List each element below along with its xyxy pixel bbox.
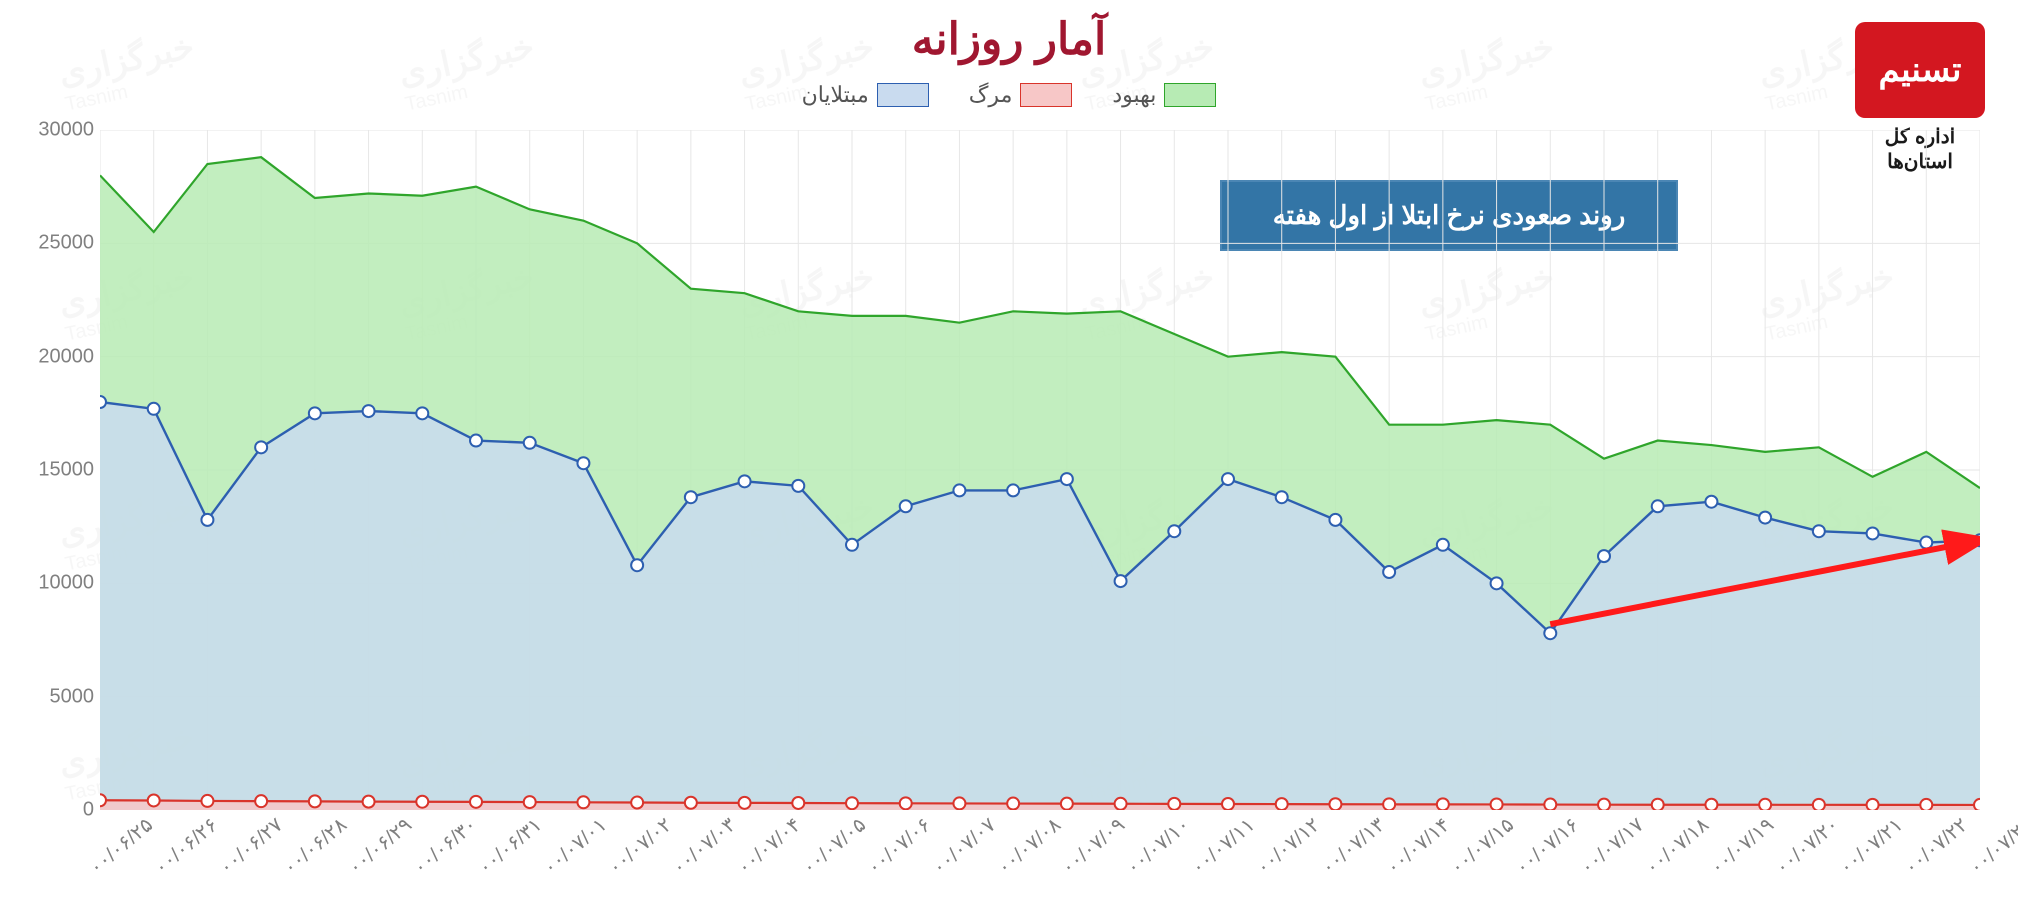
- x-tick-label: ۰۰/۰۷/۱۸: [1640, 812, 1714, 880]
- legend-label: بهبود: [1112, 82, 1156, 108]
- y-tick-label: 20000: [30, 345, 94, 368]
- x-tick-label: ۰۰/۰۷/۰۴: [732, 812, 806, 880]
- y-tick-label: 10000: [30, 572, 94, 595]
- x-tick-label: ۰۰/۰۶/۳۱: [473, 812, 547, 880]
- legend-item: مرگ: [969, 82, 1073, 108]
- y-tick-label: 25000: [30, 232, 94, 255]
- x-tick-label: ۰۰/۰۷/۱۹: [1705, 812, 1779, 880]
- legend-item: مبتلایان: [802, 82, 929, 108]
- x-tick-label: ۰۰/۰۷/۱۵: [1445, 812, 1519, 880]
- legend-swatch: [877, 83, 929, 107]
- x-tick-label: ۰۰/۰۷/۲۲: [1899, 812, 1973, 880]
- x-tick-label: ۰۰/۰۶/۳۰: [408, 812, 482, 880]
- x-tick-label: ۰۰/۰۷/۲۱: [1834, 812, 1908, 880]
- x-tick-label: ۰۰/۰۷/۰۷: [927, 812, 1001, 880]
- x-tick-label: ۰۰/۰۷/۱۷: [1575, 812, 1649, 880]
- x-tick-label: ۰۰/۰۷/۰۹: [1056, 812, 1130, 880]
- y-tick-label: 15000: [30, 459, 94, 482]
- chart-area: 050001000015000200002500030000: [30, 130, 1980, 810]
- chart-title: آمار روزانه: [0, 14, 2018, 65]
- x-tick-label: ۰۰/۰۷/۰۸: [992, 812, 1066, 880]
- x-axis: ۰۰/۰۶/۲۵۰۰/۰۶/۲۶۰۰/۰۶/۲۷۰۰/۰۶/۲۸۰۰/۰۶/۲۹…: [100, 820, 1980, 880]
- x-tick-label: ۰۰/۰۷/۰۱: [538, 812, 612, 880]
- x-tick-label: ۰۰/۰۷/۲۳: [1964, 812, 2018, 880]
- x-tick-label: ۰۰/۰۷/۰۵: [797, 812, 871, 880]
- y-tick-label: 5000: [30, 685, 94, 708]
- x-tick-label: ۰۰/۰۶/۲۷: [214, 812, 288, 880]
- x-tick-label: ۰۰/۰۶/۲۸: [278, 812, 352, 880]
- y-tick-label: 0: [30, 799, 94, 822]
- x-tick-label: ۰۰/۰۷/۲۰: [1769, 812, 1843, 880]
- x-tick-label: ۰۰/۰۷/۰۲: [603, 812, 677, 880]
- legend-label: مبتلایان: [802, 82, 869, 108]
- legend-label: مرگ: [969, 82, 1013, 108]
- x-tick-label: ۰۰/۰۷/۱۰: [1121, 812, 1195, 880]
- legend-item: بهبود: [1112, 82, 1216, 108]
- x-tick-label: ۰۰/۰۶/۲۵: [84, 812, 158, 880]
- x-tick-label: ۰۰/۰۷/۰۳: [667, 812, 741, 880]
- plot-area: [100, 130, 1980, 810]
- x-tick-label: ۰۰/۰۷/۱۶: [1510, 812, 1584, 880]
- x-tick-label: ۰۰/۰۷/۱۱: [1186, 812, 1260, 880]
- legend-swatch: [1020, 83, 1072, 107]
- x-tick-label: ۰۰/۰۶/۲۶: [149, 812, 223, 880]
- x-tick-label: ۰۰/۰۷/۰۶: [862, 812, 936, 880]
- chart-legend: بهبود مرگ مبتلایان: [0, 82, 2018, 113]
- x-tick-label: ۰۰/۰۶/۲۹: [343, 812, 417, 880]
- x-tick-label: ۰۰/۰۷/۱۴: [1380, 812, 1454, 880]
- y-tick-label: 30000: [30, 119, 94, 142]
- y-axis: 050001000015000200002500030000: [30, 130, 98, 810]
- x-tick-label: ۰۰/۰۷/۱۲: [1251, 812, 1325, 880]
- legend-swatch: [1164, 83, 1216, 107]
- x-tick-label: ۰۰/۰۷/۱۳: [1316, 812, 1390, 880]
